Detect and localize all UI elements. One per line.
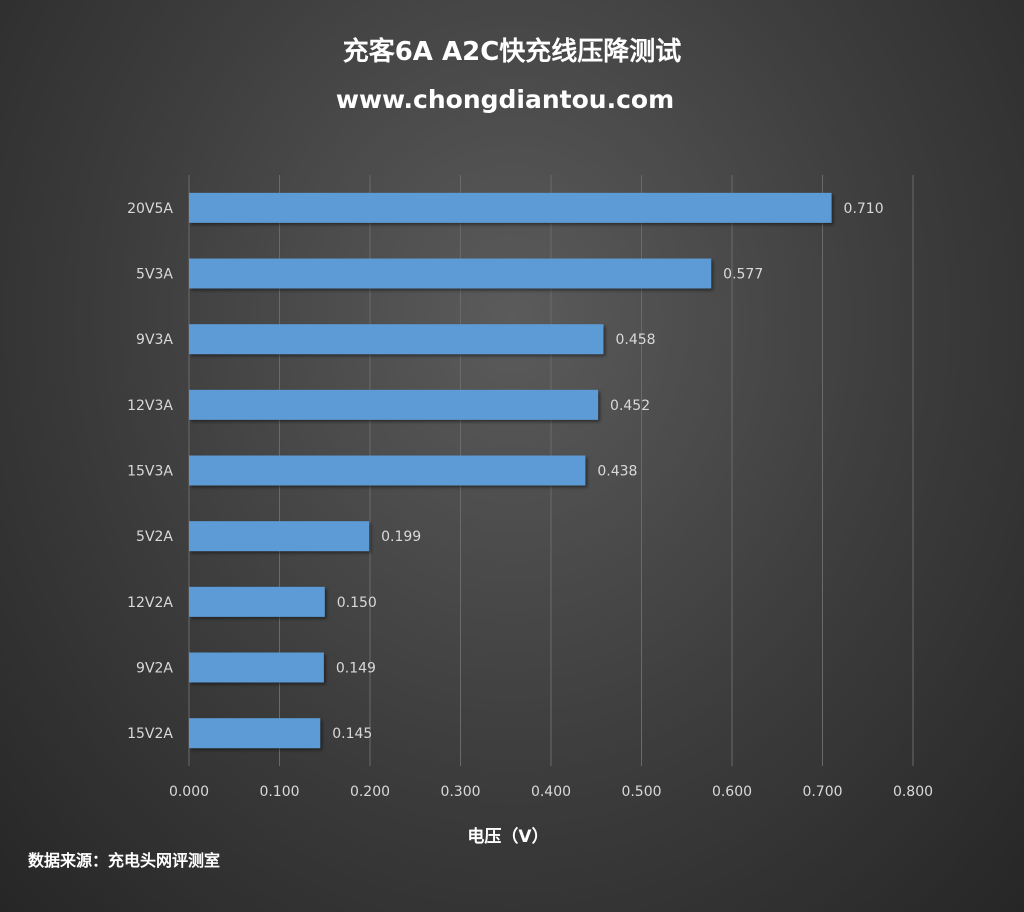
x-tick-label: 0.000 (169, 784, 209, 800)
data-label: 0.199 (381, 529, 421, 545)
x-axis-title: 电压（V） (467, 826, 548, 847)
data-label: 0.577 (723, 267, 763, 283)
bar-12V3A (189, 389, 599, 420)
x-tick-label: 0.500 (621, 784, 661, 800)
x-tick-label: 0.600 (712, 784, 752, 800)
x-tick-label: 0.200 (350, 784, 390, 800)
category-label: 12V3A (127, 398, 173, 414)
bar-15V3A (189, 455, 586, 486)
x-tick-label: 0.400 (531, 784, 571, 800)
data-label: 0.149 (336, 661, 376, 677)
x-tick-label: 0.300 (440, 784, 480, 800)
bar-9V2A (189, 652, 324, 683)
category-labels: 20V5A 5V3A 9V3A 12V3A 15V3A 5V2A 12V2A 9V2A 15V2… (127, 201, 173, 742)
bar-5V2A (189, 521, 370, 552)
category-label: 5V2A (136, 529, 173, 545)
chart-title: 充客6A A2C快充线压降测试 (343, 36, 682, 67)
category-label: 15V3A (127, 464, 173, 480)
bar-5V3A (189, 258, 712, 289)
category-label: 9V3A (136, 332, 173, 348)
category-label: 12V2A (127, 595, 173, 611)
data-label: 0.145 (332, 726, 372, 742)
category-label: 9V2A (136, 661, 173, 677)
x-tick-label: 0.100 (259, 784, 299, 800)
x-tick-label: 0.700 (802, 784, 842, 800)
bar-20V5A (189, 192, 832, 223)
data-label: 0.438 (597, 464, 637, 480)
data-label: 0.710 (844, 201, 884, 217)
category-label: 15V2A (127, 726, 173, 742)
bar-9V3A (189, 324, 604, 355)
chart-subtitle: www.chongdiantou.com (336, 85, 674, 114)
bar-12V2A (189, 586, 325, 617)
x-tick-labels: 0.000 0.100 0.200 0.300 0.400 0.500 0.600 0.700… (169, 784, 933, 800)
x-tick-label: 0.800 (893, 784, 933, 800)
data-label: 0.458 (615, 332, 655, 348)
category-label: 5V3A (136, 267, 173, 283)
bars: 0.710 0.577 0.458 0.452 0.438 0.199 0.150 0.149… (189, 192, 884, 749)
category-label: 20V5A (127, 201, 173, 217)
bar-15V2A (189, 718, 321, 749)
data-source: 数据来源：充电头网评测室 (28, 851, 220, 870)
data-label: 0.452 (610, 398, 650, 414)
data-label: 0.150 (337, 595, 377, 611)
